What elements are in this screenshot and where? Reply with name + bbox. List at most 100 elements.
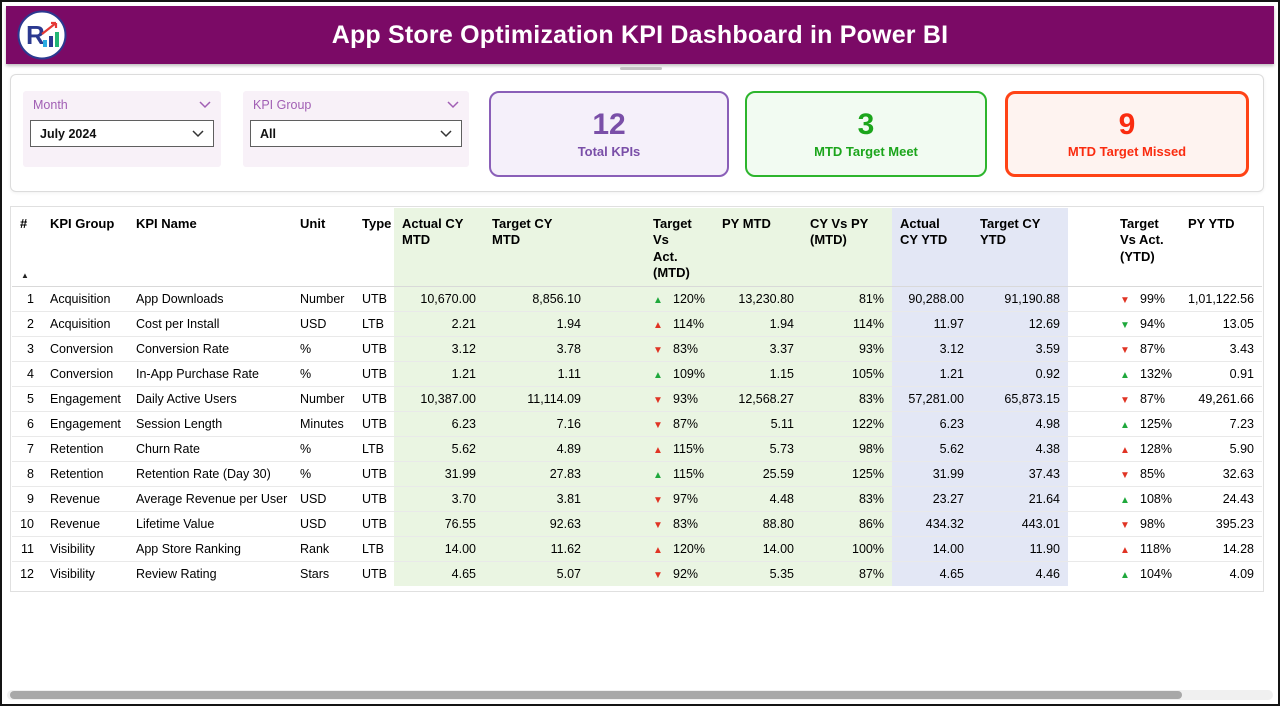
trend-up-icon: ▲ [653,544,663,556]
cell-target_ytd: 443.01 [972,510,1068,536]
cell-actual_ytd: 5.62 [892,435,972,461]
chevron-down-icon[interactable] [199,101,211,109]
trend-percentage: 120% [673,541,705,556]
column-header-unit[interactable]: Unit [292,208,354,287]
trend-up-icon: ▲ [1120,569,1130,581]
cell-tva_ytd: ▼ 85% [1068,460,1180,486]
cell-type: UTB [354,485,394,511]
cell-tva_ytd: ▲ 108% [1068,485,1180,511]
column-header-tva_mtd[interactable]: Target Vs Act. (MTD) [589,208,714,287]
column-header-n[interactable]: # ▲ [12,208,42,287]
cell-type: LTB [354,435,394,461]
column-header-group[interactable]: KPI Group [42,208,128,287]
trend-percentage: 94% [1140,316,1166,331]
cell-unit: Rank [292,535,354,561]
cell-tva_mtd: ▲ 120% [589,286,714,311]
column-header-tva_ytd[interactable]: Target Vs Act. (YTD) [1068,208,1180,287]
cell-type: UTB [354,335,394,361]
column-header-name[interactable]: KPI Name [128,208,292,287]
cell-group: Revenue [42,510,128,536]
logo-icon: R [17,10,67,60]
cell-actual_ytd: 31.99 [892,460,972,486]
column-header-target_mtd[interactable]: Target CY MTD [484,208,589,287]
cell-target_mtd: 92.63 [484,510,589,536]
cell-type: UTB [354,360,394,386]
cell-cy_vs_py_mtd: 83% [802,385,892,411]
trend-down-icon: ▼ [1120,294,1130,306]
cell-name: Retention Rate (Day 30) [128,460,292,486]
table-row: 7 Retention Churn Rate% LTB 5.62 4.89 ▲ 115% 5.7… [12,435,1262,461]
cell-type: LTB [354,535,394,561]
cell-unit: USD [292,310,354,336]
trend-down-icon: ▼ [1120,344,1130,356]
column-header-cy_vs_py_mtd[interactable]: CY Vs PY (MTD) [802,208,892,287]
cell-tva_ytd: ▼ 98% [1068,510,1180,536]
cell-cy_vs_py_mtd: 83% [802,485,892,511]
cell-target_mtd: 11.62 [484,535,589,561]
cell-actual_ytd: 4.65 [892,560,972,586]
chevron-down-icon[interactable] [447,101,459,109]
cell-actual_ytd: 1.21 [892,360,972,386]
cell-group: Conversion [42,335,128,361]
mtd-target-missed-label: MTD Target Missed [1067,143,1187,159]
cell-unit: USD [292,510,354,536]
cell-type: LTB [354,310,394,336]
cell-n: 8 [12,460,42,486]
cell-tva_ytd: ▼ 94% [1068,310,1180,336]
column-header-py_mtd[interactable]: PY MTD [714,208,802,287]
trend-percentage: 93% [673,391,699,406]
month-slicer-header: Month [23,91,221,117]
cell-py_mtd: 25.59 [714,460,802,486]
column-header-label: CY Vs PY (MTD) [810,216,869,248]
cell-target_mtd: 1.94 [484,310,589,336]
cell-actual_mtd: 76.55 [394,510,484,536]
cell-target_mtd: 3.81 [484,485,589,511]
horizontal-scrollbar[interactable] [7,690,1273,700]
trend-down-icon: ▼ [653,419,663,431]
cell-name: In-App Purchase Rate [128,360,292,386]
trend-down-icon: ▼ [1120,394,1130,406]
cell-cy_vs_py_mtd: 93% [802,335,892,361]
column-header-py_ytd[interactable]: PY YTD [1180,208,1262,287]
month-dropdown[interactable]: July 2024 [30,120,214,147]
cell-unit: % [292,360,354,386]
cell-tva_mtd: ▼ 83% [589,335,714,361]
cell-n: 4 [12,360,42,386]
column-header-type[interactable]: Type [354,208,394,287]
trend-up-icon: ▲ [653,469,663,481]
trend-up-icon: ▲ [1120,544,1130,556]
cell-py_ytd: 7.23 [1180,410,1262,436]
cell-actual_mtd: 10,670.00 [394,286,484,311]
cell-n: 10 [12,510,42,536]
cell-py_ytd: 395.23 [1180,510,1262,536]
month-dropdown-value: July 2024 [40,126,97,141]
chevron-down-icon [440,129,452,138]
cell-actual_mtd: 6.23 [394,410,484,436]
cell-tva_ytd: ▲ 118% [1068,535,1180,561]
column-header-actual_mtd[interactable]: Actual CY MTD [394,208,484,287]
column-header-label: # [20,216,28,231]
trend-percentage: 115% [673,441,705,456]
cell-py_ytd: 4.09 [1180,560,1262,586]
cell-target_mtd: 4.89 [484,435,589,461]
trend-up-icon: ▲ [653,369,663,381]
cell-cy_vs_py_mtd: 98% [802,435,892,461]
scrollbar-thumb[interactable] [10,691,1182,699]
cell-target_ytd: 21.64 [972,485,1068,511]
kpi-table: # ▲ KPI Group KPI Name Unit Type Actual CY MTD… [12,208,1262,586]
cell-name: Churn Rate [128,435,292,461]
total-kpis-label: Total KPIs [577,143,641,159]
cell-actual_ytd: 6.23 [892,410,972,436]
column-header-label: PY MTD [722,216,771,231]
column-header-target_ytd[interactable]: Target CY YTD [972,208,1068,287]
trend-percentage: 115% [673,466,705,481]
total-kpis-value: 12 [592,108,626,142]
column-header-actual_ytd[interactable]: Actual CY YTD [892,208,972,287]
cell-py_mtd: 13,230.80 [714,286,802,311]
cell-target_ytd: 37.43 [972,460,1068,486]
cell-name: Session Length [128,410,292,436]
cell-actual_ytd: 14.00 [892,535,972,561]
cell-target_ytd: 91,190.88 [972,286,1068,311]
filter-panel: Month July 2024 KPI Group All [10,74,1264,192]
kpi-group-dropdown[interactable]: All [250,120,462,147]
